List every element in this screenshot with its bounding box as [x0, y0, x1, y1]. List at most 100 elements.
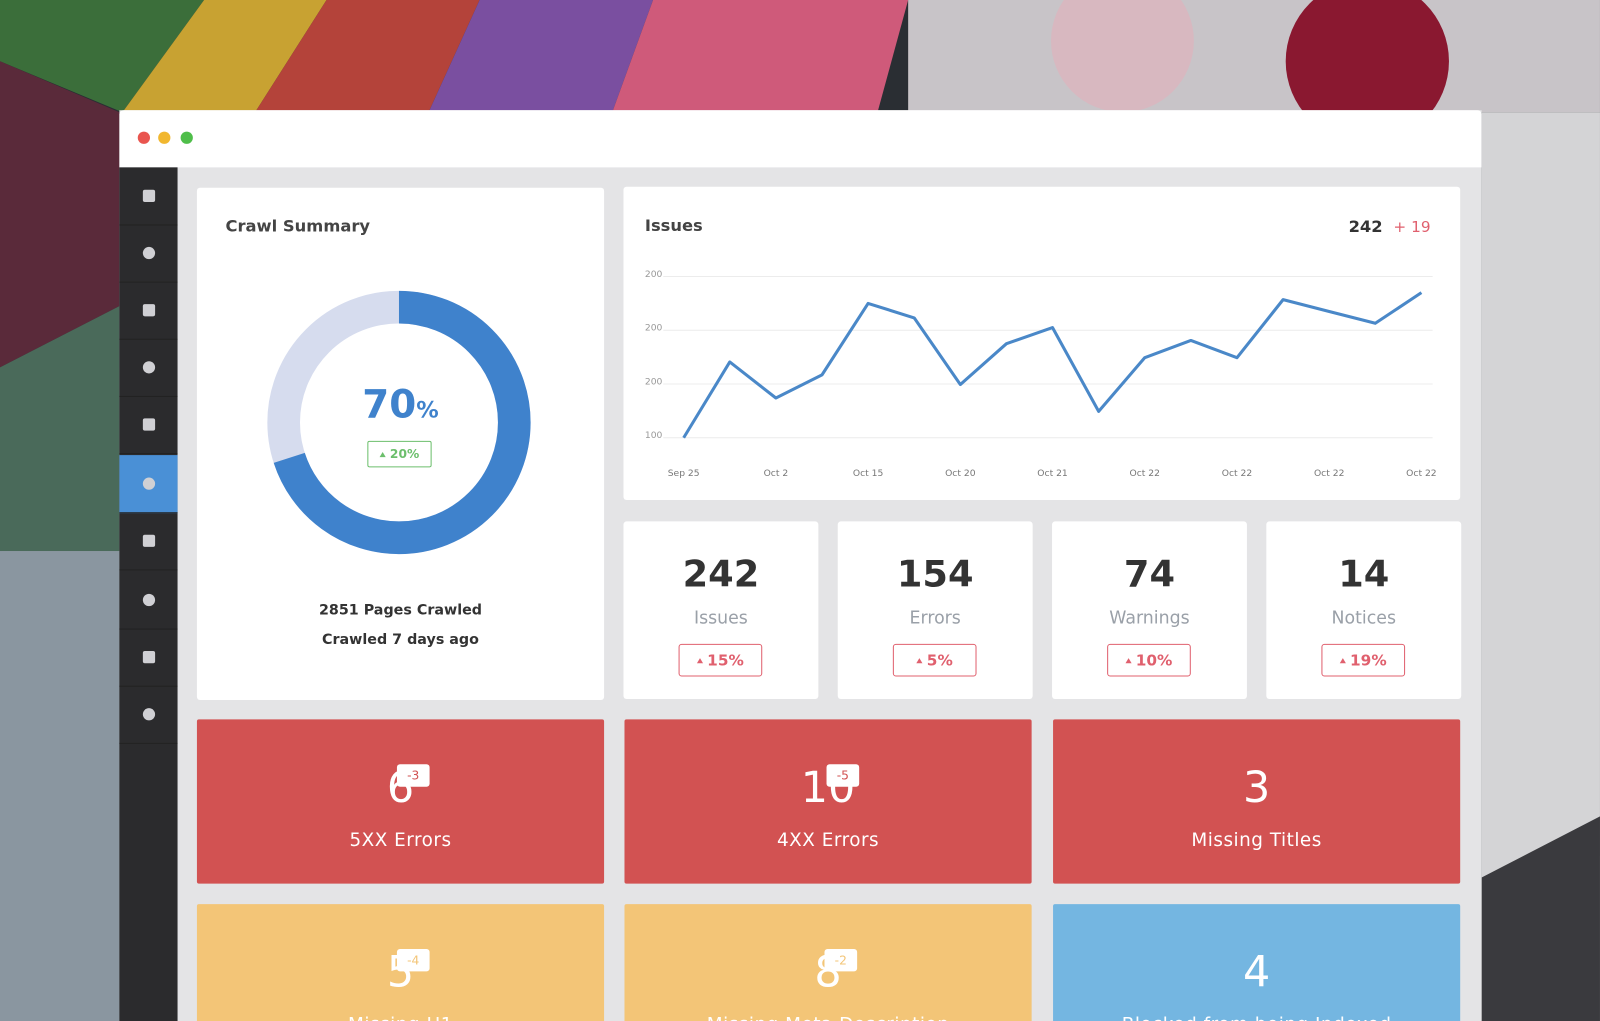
tile-label: Missing Meta Description	[624, 1014, 1031, 1021]
sidebar-item[interactable]	[119, 224, 178, 283]
sidebar-icon	[142, 189, 155, 203]
tile-label: 5XX Errors	[349, 829, 452, 852]
title-bar	[119, 110, 1482, 168]
issues-line	[682, 291, 1423, 439]
sidebar-item[interactable]	[119, 167, 178, 226]
sidebar-item[interactable]	[119, 571, 178, 630]
card-title: Crawl Summary	[225, 216, 371, 236]
y-tick-label: 200	[645, 323, 663, 334]
sidebar-icon	[142, 534, 155, 547]
tile-label: Missing H1	[197, 1014, 604, 1021]
up-arrow	[1339, 657, 1346, 663]
tile-badge: -5	[826, 764, 860, 787]
icon-shape	[142, 708, 155, 721]
metric-tile[interactable]: 5Missing H1-4	[196, 904, 605, 1021]
stat-value: 242	[682, 554, 760, 596]
x-tick-label: Oct 21	[1037, 468, 1067, 479]
x-tick-label: Oct 22	[1314, 468, 1344, 479]
sidebar-item[interactable]	[119, 629, 178, 687]
tile-badge: -4	[396, 948, 430, 972]
sidebar-icon	[142, 304, 155, 317]
icon-shape	[142, 418, 155, 431]
crawl-summary-card: Crawl Summary 70% 20% 2851 Pages Crawled…	[196, 187, 605, 700]
icon-shape	[142, 304, 155, 317]
stat-label: Issues	[693, 608, 748, 629]
icon-shape	[142, 246, 155, 260]
change-text: 15%	[707, 651, 744, 670]
metric-tile[interactable]: 8Missing Meta Description-2	[624, 904, 1032, 1021]
stat-change: 10%	[1107, 643, 1191, 677]
x-tick-label: Oct 20	[945, 468, 976, 479]
metric-tile[interactable]: 6 5XX Errors -3	[196, 719, 605, 884]
sidebar-icon	[142, 361, 155, 374]
stat-change: 5%	[892, 643, 977, 677]
metric-tile[interactable]: 3 Missing Titles	[1053, 719, 1461, 884]
icon-shape	[142, 534, 155, 547]
x-tick-label: Oct 2	[764, 468, 789, 479]
up-arrow	[916, 657, 923, 663]
x-tick-label: Oct 22	[1130, 468, 1160, 479]
change-text: 10%	[1135, 651, 1173, 670]
metric-tile[interactable]: 4 Blocked from being Indexed	[1053, 904, 1461, 1021]
tile-label: Missing Titles	[1191, 829, 1322, 852]
tile-value: 4	[1242, 946, 1271, 997]
change-badge: 20%	[367, 440, 432, 468]
minimize-button[interactable]	[158, 131, 171, 144]
up-arrow	[1125, 657, 1132, 663]
stat-card: 74 Warnings 10%	[1052, 521, 1247, 699]
sidebar-icon	[142, 418, 155, 431]
x-tick-label: Oct 22	[1222, 468, 1252, 479]
icon-shape	[142, 361, 155, 374]
pages-crawled: 2851 Pages Crawled	[318, 602, 483, 619]
icon-shape	[142, 593, 155, 607]
sidebar-item[interactable]	[119, 282, 178, 340]
sidebar-item[interactable]	[119, 455, 178, 514]
close-button[interactable]	[137, 131, 150, 144]
percent: 70%	[197, 382, 604, 427]
change-text: 20%	[389, 446, 420, 462]
stat-value: 14	[1338, 554, 1390, 596]
sidebar-icon	[142, 593, 155, 607]
change-text: 5%	[926, 651, 953, 670]
sidebar-icon	[142, 708, 155, 721]
x-tick-label: Sep 25	[668, 468, 700, 479]
icon-shape	[142, 477, 155, 490]
sidebar-item[interactable]	[119, 396, 178, 455]
donut-chart	[267, 290, 531, 555]
stat-change: 15%	[678, 643, 763, 677]
stat-value: 74	[1123, 554, 1176, 596]
sidebar-icon	[142, 651, 155, 664]
sidebar-item[interactable]	[119, 512, 178, 571]
up-arrow	[696, 657, 704, 663]
y-tick-label: 200	[645, 269, 663, 280]
percent-unit: %	[416, 397, 439, 424]
x-tick-label: Oct 22	[1406, 468, 1436, 479]
y-tick-label: 100	[645, 430, 663, 441]
metric-tile[interactable]: 10 4XX Errors -5	[624, 719, 1032, 884]
tile-label: Blocked from being Indexed	[1053, 1014, 1460, 1021]
sidebar-item[interactable]	[119, 686, 178, 744]
stat-card: 14 Notices 19%	[1266, 521, 1462, 699]
up-arrow	[379, 451, 386, 457]
percent-value: 70	[362, 381, 417, 427]
crawl-date: Crawled 7 days ago	[322, 631, 479, 648]
sidebar-item[interactable]	[119, 339, 178, 397]
issues-total: 242	[1349, 217, 1383, 236]
change-text: 19%	[1350, 651, 1387, 670]
tile-badge: -3	[396, 764, 430, 787]
issues-chart: Issues 242 + 19 100 200 200 200 Sep 25 Oct 2 O…	[645, 216, 1437, 479]
stat-label: Warnings	[1109, 608, 1190, 629]
sidebar-icon	[142, 477, 155, 490]
issues-card: Issues 242 + 19 100 200 200 200 Sep 25 Oct 2 O…	[623, 186, 1461, 500]
icon-shape	[142, 651, 155, 664]
y-tick-label: 200	[645, 376, 663, 387]
stat-card: 242 Issues 15%	[623, 521, 819, 699]
tile-value: 3	[1242, 762, 1271, 813]
maximize-button[interactable]	[180, 131, 193, 144]
stat-card: 154 Errors 5%	[837, 521, 1033, 699]
tile-label: 4XX Errors	[776, 829, 880, 852]
tile-badge: -2	[824, 948, 858, 972]
stat-label: Errors	[909, 608, 961, 629]
